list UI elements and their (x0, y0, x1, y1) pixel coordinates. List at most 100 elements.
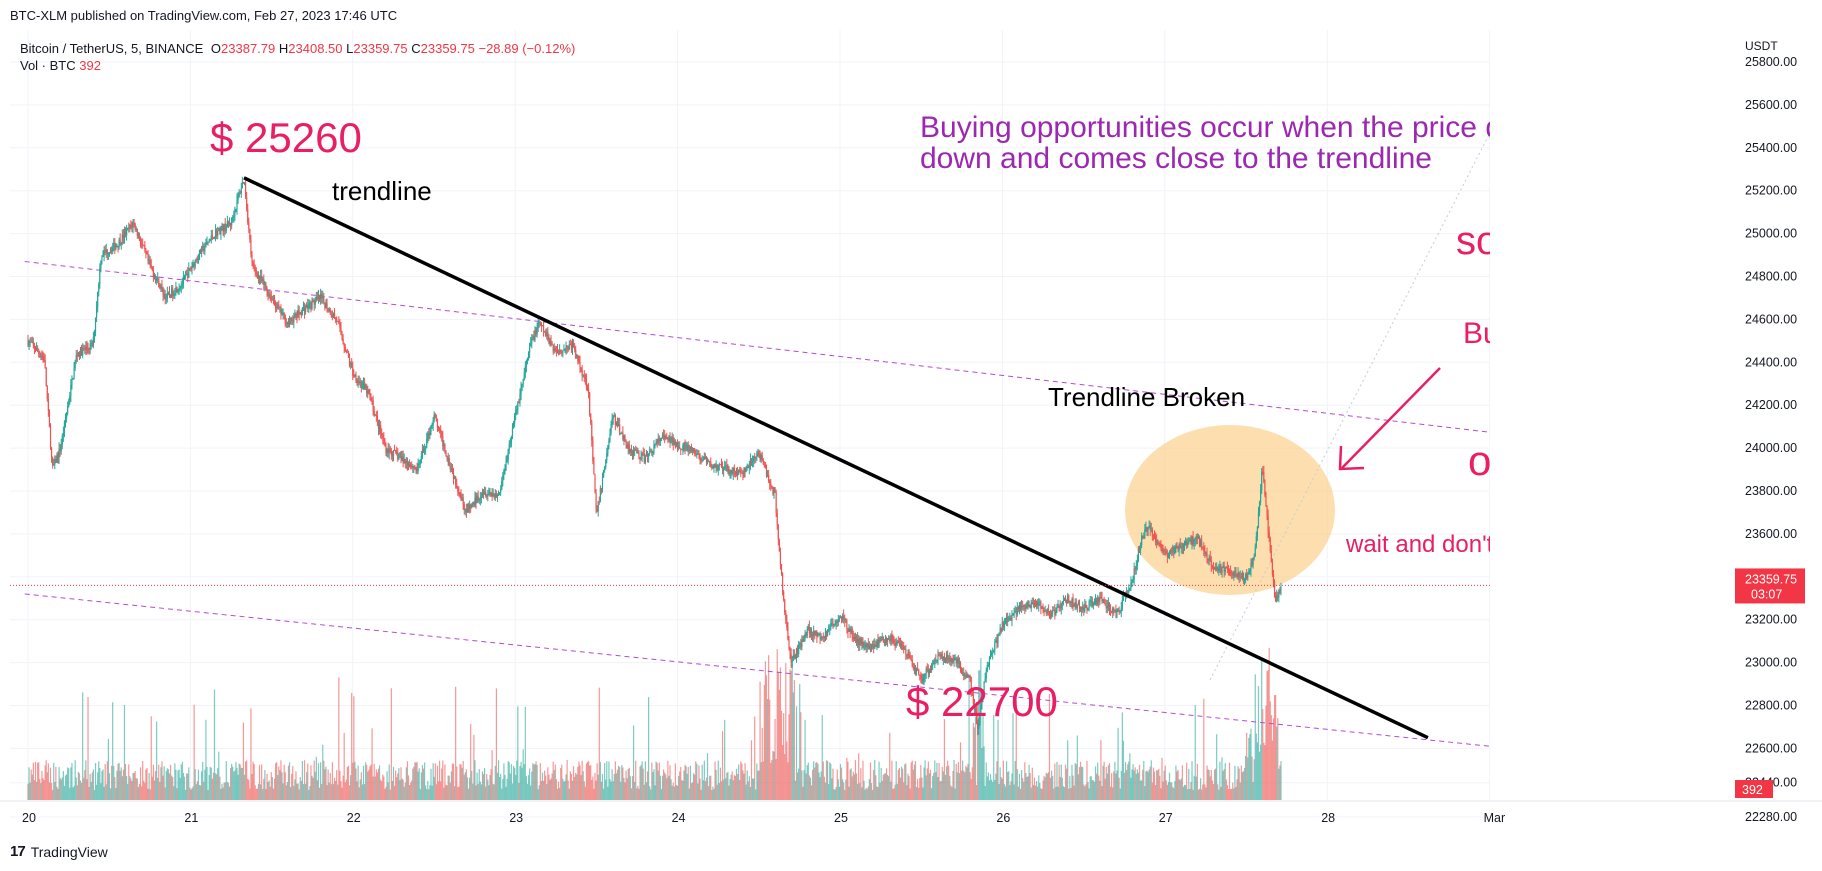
candle-body (613, 415, 615, 417)
candle-body (989, 654, 992, 658)
candle-body (474, 497, 476, 505)
candle-body (55, 459, 57, 463)
candle-body (333, 313, 336, 318)
volume-bar (1137, 772, 1140, 800)
candle-body (98, 284, 100, 292)
candle-body (202, 245, 204, 247)
candle-body (1131, 581, 1133, 583)
candle-body (47, 398, 49, 412)
candle-body (1157, 543, 1159, 545)
candle-body (115, 246, 117, 250)
candle-body (383, 438, 385, 444)
candle-body (713, 463, 715, 467)
candle-body (470, 504, 472, 508)
volume-bar (1041, 789, 1043, 800)
candle-body (183, 275, 186, 278)
volume-bar (111, 765, 113, 800)
volume-bar (1002, 760, 1004, 800)
candle-body (146, 253, 148, 255)
volume-bar (1179, 780, 1181, 800)
volume-bar (710, 775, 712, 800)
candle-body (884, 638, 887, 644)
candle-body (298, 310, 300, 315)
candle-body (1193, 540, 1195, 544)
volume-bar (1131, 769, 1133, 800)
volume-bar (1211, 780, 1213, 800)
candle-body (85, 346, 87, 350)
volume-bar (1159, 775, 1161, 800)
candle-body (748, 466, 750, 468)
volume-bar (1121, 712, 1123, 800)
candle-body (237, 196, 239, 200)
candle-body (679, 446, 681, 449)
volume-bar (1119, 788, 1121, 800)
candle-body (277, 304, 279, 309)
volume-bar (247, 778, 249, 800)
volume-bar (951, 786, 953, 800)
channel-lines (24, 34, 1571, 747)
candle-body (1049, 615, 1052, 617)
candle-body (708, 460, 710, 463)
volume-bar (485, 786, 487, 800)
volume-bar (629, 776, 631, 800)
volume-bar (658, 762, 660, 800)
volume-bar (720, 781, 723, 800)
tradingview-footer[interactable]: 17 TradingView (10, 843, 108, 860)
candle-body (122, 234, 124, 239)
volume-bar (64, 775, 67, 800)
candle-body (331, 315, 334, 317)
time-tick-label: 22 (347, 811, 361, 825)
volume-bar (104, 764, 106, 800)
candle-body (1265, 495, 1267, 507)
candle-body (644, 456, 646, 463)
volume-bar (807, 762, 809, 800)
candle-body (741, 472, 743, 474)
candle-body (1074, 602, 1076, 607)
volume-bar (936, 762, 938, 800)
volume-bar (400, 767, 402, 800)
volume-bar (1240, 765, 1242, 800)
volume-bar (309, 785, 311, 800)
candle-body (1069, 602, 1071, 604)
candle-body (76, 355, 78, 357)
volume-bar (709, 775, 711, 800)
volume-bar (755, 789, 757, 800)
candle-body (67, 406, 69, 414)
volume-bar (178, 769, 180, 800)
trendline-drawing[interactable] (243, 176, 1429, 740)
volume-bar (184, 789, 187, 800)
volume-bar (480, 784, 482, 800)
volume-bar (713, 789, 715, 800)
volume-bar (1047, 772, 1049, 800)
volume-bar (1230, 788, 1232, 800)
volume-bar (671, 785, 673, 800)
candle-body (563, 349, 565, 351)
candle-body (244, 182, 247, 198)
candle-body (1273, 581, 1276, 596)
volume-bar (338, 677, 340, 800)
volume-bar (955, 763, 957, 800)
volume-bar (760, 762, 762, 800)
volume-bar (814, 767, 816, 800)
price-axis[interactable]: USDT25800.0025600.0025400.0025200.002500… (1490, 30, 1822, 830)
volume-bar (238, 763, 240, 800)
volume-bar (844, 789, 846, 800)
volume-bar (1111, 773, 1113, 800)
volume-bar (199, 785, 202, 800)
volume-bar (670, 779, 672, 800)
candle-body (1226, 567, 1228, 570)
candle-body (315, 296, 317, 301)
time-axis[interactable]: 20 21 22 23 24 25 26 27 28 Mar (0, 800, 1822, 825)
volume-bar (848, 786, 850, 800)
candle-body (458, 490, 460, 494)
candle-body (217, 230, 219, 237)
volume-bar (219, 776, 221, 800)
candle-body (1247, 574, 1249, 579)
volume-bar (549, 779, 551, 800)
candle-body (153, 276, 156, 278)
candle-body (1086, 607, 1088, 611)
volume-bar (422, 768, 425, 800)
candle-body (105, 249, 107, 253)
volume-bar (676, 785, 679, 800)
